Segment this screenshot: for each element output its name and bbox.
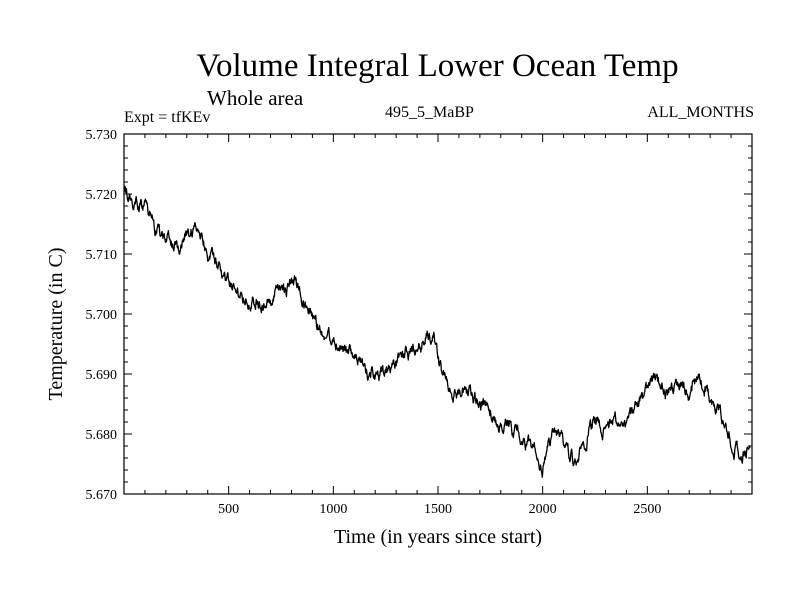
x-tick-label: 1500 xyxy=(424,502,452,517)
y-tick-label: 5.700 xyxy=(86,308,118,323)
run-id-label: 495_5_MaBP xyxy=(385,104,474,121)
y-tick-label: 5.720 xyxy=(86,188,118,203)
temperature-series-line xyxy=(123,185,751,478)
x-axis-label: Time (in years since start) xyxy=(334,526,542,548)
y-tick-label: 5.690 xyxy=(86,368,118,383)
y-tick-label: 5.710 xyxy=(86,248,118,263)
y-tick-label: 5.730 xyxy=(86,128,118,143)
y-tick-label: 5.670 xyxy=(86,488,118,503)
experiment-label: Expt = tfKEv xyxy=(124,109,211,126)
y-axis-label: Temperature (in C) xyxy=(45,248,67,401)
x-tick-label: 2500 xyxy=(633,502,661,517)
y-tick-label: 5.680 xyxy=(86,428,118,443)
x-tick-label: 2000 xyxy=(529,502,557,517)
x-tick-label: 1000 xyxy=(319,502,347,517)
x-tick-label: 500 xyxy=(218,502,239,517)
plot-frame xyxy=(123,133,753,495)
chart-title: Volume Integral Lower Ocean Temp xyxy=(196,48,679,84)
chart-subtitle: Whole area xyxy=(207,86,304,110)
months-label: ALL_MONTHS xyxy=(647,104,754,121)
